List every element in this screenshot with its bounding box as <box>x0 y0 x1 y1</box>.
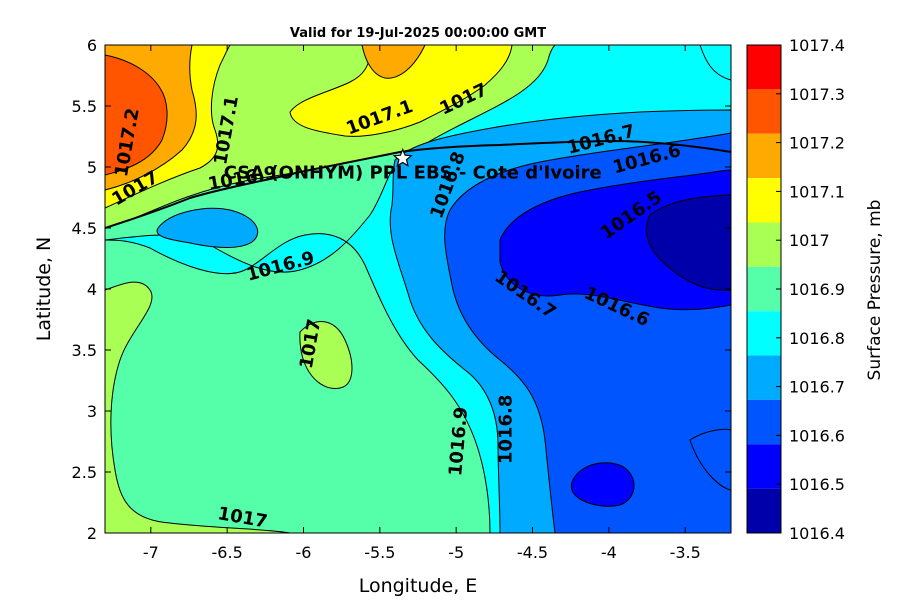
y-tick-label: 2 <box>87 524 97 543</box>
colorbar-swatch <box>747 266 781 312</box>
colorbar-swatch <box>747 222 781 267</box>
y-axis-label: Latitude, N <box>33 237 55 342</box>
colorbar-label: Surface Pressure, mb <box>865 200 885 381</box>
colorbar-swatch <box>747 488 781 533</box>
band-1016-4 <box>645 194 731 291</box>
station-star-icon <box>392 147 413 167</box>
x-axis-label: Longitude, E <box>359 575 478 597</box>
x-tick-label: -3.5 <box>670 543 701 562</box>
y-tick-label: 5 <box>87 158 97 177</box>
colorbar-level-label: 1017.2 <box>789 134 845 153</box>
colorbar-level-label: 1016.8 <box>789 329 845 348</box>
y-tick-label: 5.5 <box>72 97 97 116</box>
colorbar-swatch <box>747 311 781 356</box>
colorbar-level-label: 1016.6 <box>789 426 845 445</box>
colorbar-swatch <box>747 89 781 134</box>
y-tick-label: 6 <box>87 36 97 55</box>
colorbar-level-label: 1016.5 <box>789 475 845 494</box>
y-tick-label: 4.5 <box>72 219 97 238</box>
contour-plot-area <box>105 45 731 533</box>
x-tick-label: -4 <box>601 543 617 562</box>
colorbar-swatch <box>747 45 781 90</box>
colorbar-swatch <box>747 133 781 179</box>
colorbar: 1017.4 1017.3 1017.2 1017.1 1017 1016.9 1016.8… <box>746 36 845 543</box>
x-tick-label: -4.5 <box>517 543 548 562</box>
band-1017-3 <box>105 54 168 176</box>
contour-label: 1016.8 <box>496 395 517 464</box>
colorbar-level-label: 1017.1 <box>789 182 845 201</box>
colorbar-level-label: 1016.4 <box>789 524 845 543</box>
band-1016-5-southeast <box>689 428 731 491</box>
band-1017-1-east <box>289 45 513 137</box>
station-marker: CSA (ONHYM) PPL EBS - Cote d'Ivoire <box>224 147 602 183</box>
band-1016-8-tail <box>699 45 731 81</box>
colorbar-swatch <box>747 178 781 223</box>
figure-title: Valid for 19-Jul-2025 00:00:00 GMT <box>290 26 546 41</box>
x-tick-label: -5.5 <box>364 543 395 562</box>
y-tick-label: 4 <box>87 280 97 299</box>
coastline <box>105 139 731 229</box>
colorbar-level-label: 1016.7 <box>789 378 845 397</box>
y-axis-ticks: 6 5.5 5 4.5 4 3.5 3 2.5 2 <box>72 36 731 543</box>
station-label: CSA (ONHYM) PPL EBS - Cote d'Ivoire <box>224 162 602 183</box>
colorbar-level-label: 1017.3 <box>789 85 845 104</box>
x-tick-label: -6 <box>296 543 312 562</box>
colorbar-swatch <box>747 399 781 445</box>
band-1016-7-blob <box>156 207 259 248</box>
band-1017-blob <box>299 321 353 389</box>
x-tick-label: -5 <box>448 543 464 562</box>
colorbar-level-label: 1017 <box>789 231 830 250</box>
colorbar-level-label: 1016.9 <box>789 280 845 299</box>
x-tick-label: -7 <box>143 543 159 562</box>
band-1017-2-north <box>361 45 426 79</box>
colorbar-level-label: 1017.4 <box>789 36 845 55</box>
colorbar-swatch <box>747 444 781 489</box>
y-tick-label: 2.5 <box>72 463 97 482</box>
band-1016-5-south <box>570 462 635 507</box>
colorbar-swatch <box>747 355 781 400</box>
x-axis-ticks: -7 -6.5 -6 -5.5 -5 -4.5 -4 -3.5 <box>143 45 701 562</box>
x-tick-label: -6.5 <box>212 543 243 562</box>
band-1017-southwest <box>105 281 291 533</box>
y-tick-label: 3 <box>87 402 97 421</box>
y-tick-label: 3.5 <box>72 341 97 360</box>
